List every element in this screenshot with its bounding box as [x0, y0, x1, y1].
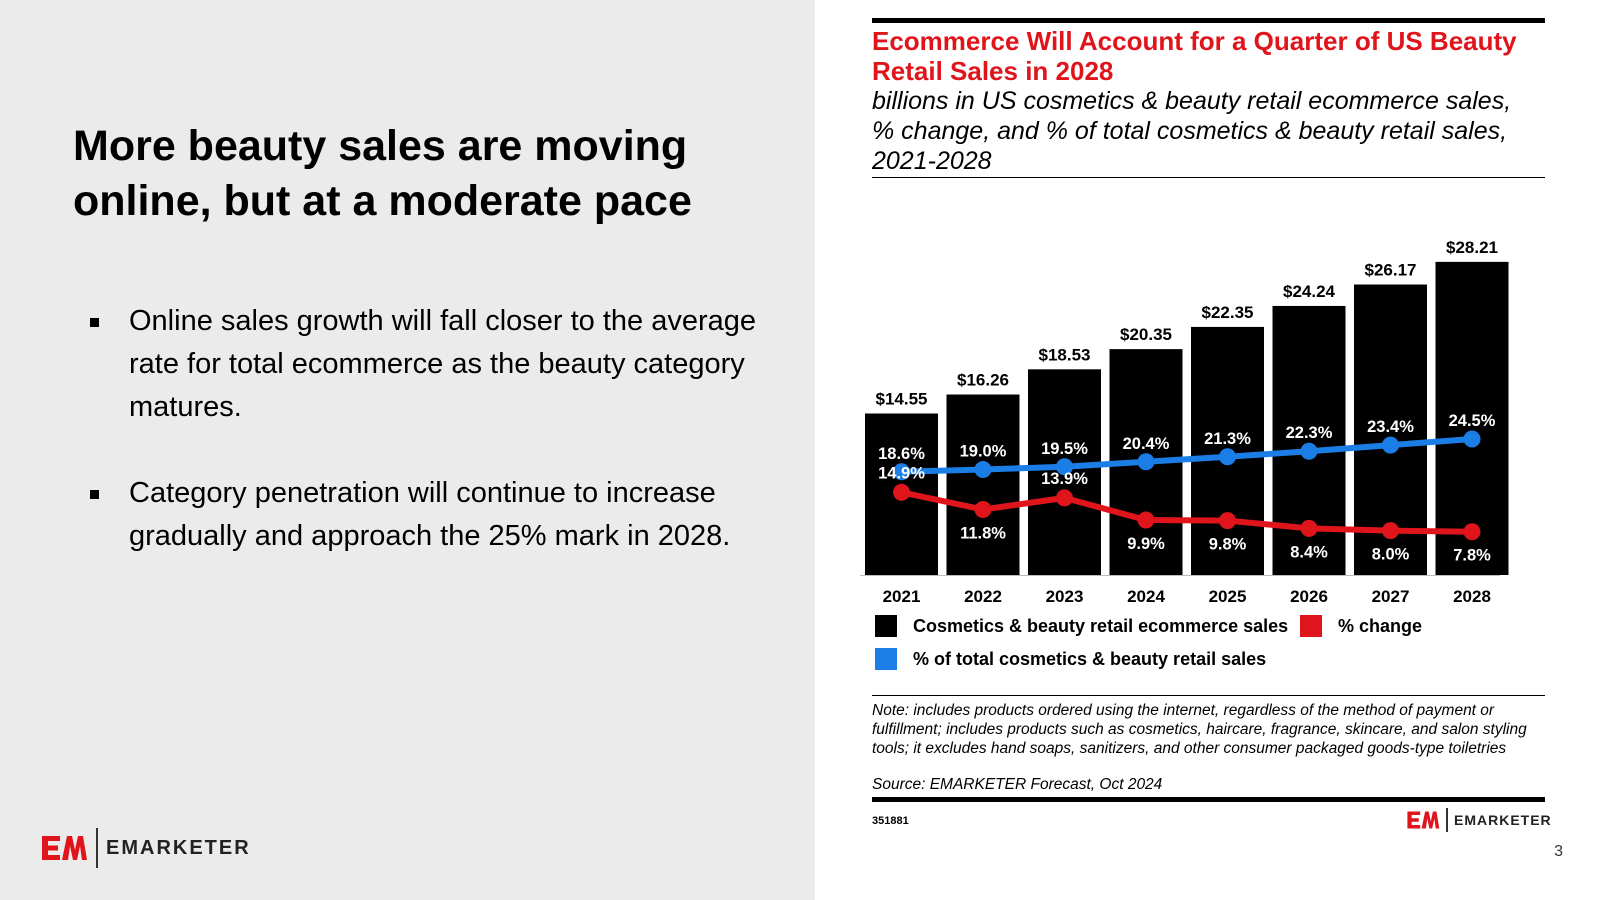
change-point-2024: [1137, 511, 1155, 529]
change-point-2026: [1300, 519, 1318, 537]
chart-subtitle-rule: [872, 177, 1545, 178]
chart-top-rule: [872, 18, 1545, 23]
x-tick-label-2028: 2028: [1453, 587, 1491, 606]
em-logo-mark-small: [1407, 811, 1440, 829]
bar-label-2024: $20.35: [1120, 325, 1172, 344]
share-point-2027: [1382, 436, 1399, 454]
share-label-2022: 19.0%: [960, 443, 1007, 461]
x-tick-label-2024: 2024: [1127, 587, 1165, 606]
page-number: 3: [1554, 843, 1563, 860]
share-point-2022: [974, 461, 992, 479]
x-tick-label-2023: 2023: [1046, 587, 1084, 606]
logo-wordmark: EMARKETER: [106, 836, 251, 859]
share-point-2026: [1300, 442, 1318, 460]
left-panel: [0, 0, 815, 900]
change-point-2022: [974, 501, 992, 519]
legend-label-sales: Cosmetics & beauty retail ecommerce sale…: [913, 615, 1289, 636]
x-tick-label-2025: 2025: [1209, 587, 1247, 606]
change-point-2021: [893, 483, 910, 501]
bar-2022: [946, 394, 1020, 575]
chart-source: Source: EMARKETER Forecast, Oct 2024: [872, 776, 1163, 793]
bar-label-2027: $26.17: [1365, 261, 1417, 280]
change-label-2027: 8.0%: [1372, 546, 1410, 564]
change-label-2023: 13.9%: [1041, 470, 1088, 488]
share-label-2025: 21.3%: [1204, 430, 1251, 448]
chart-bottom-rule: [872, 797, 1545, 802]
em-logo-mark: EM: [42, 836, 87, 860]
change-line: [900, 489, 1473, 535]
legend-item-change: % change: [1300, 615, 1422, 637]
bar-2028: [1435, 261, 1509, 575]
legend-item-sales: Cosmetics & beauty retail ecommerce sale…: [875, 615, 1288, 637]
logo-wordmark-small: EMARKETER: [1454, 812, 1552, 828]
legend-label-share: % of total cosmetics & beauty retail sal…: [913, 648, 1267, 669]
chart-title: Ecommerce Will Account for a Quarter of …: [872, 26, 1517, 86]
legend-swatch-change: [1300, 615, 1322, 637]
share-label-2023: 19.5%: [1041, 440, 1088, 458]
change-point-2027: [1382, 522, 1399, 540]
bullet-item: Category penetration will continue to in…: [88, 472, 788, 558]
change-label-2026: 8.4%: [1290, 543, 1328, 561]
bullet-item: Online sales growth will fall closer to …: [88, 300, 788, 429]
share-point-2028: [1463, 430, 1481, 448]
bar-label-2025: $22.35: [1202, 303, 1254, 322]
chart-subtitle: billions in US cosmetics & beauty retail…: [872, 87, 1512, 175]
logo-divider: [96, 828, 98, 868]
bullet-list: Online sales growth will fall closer to …: [88, 300, 788, 601]
share-label-2024: 20.4%: [1123, 435, 1170, 453]
share-point-2021: [893, 463, 910, 481]
note-rule: [872, 695, 1545, 696]
legend-swatch-share: [875, 648, 897, 670]
logo-divider-small: [1446, 808, 1448, 832]
share-point-2024: [1137, 453, 1155, 471]
chart-plot: $14.55 $16.26 $18.53 $20.35 $22.35 $24.24 $26.…: [860, 238, 1509, 606]
change-label-2025: 9.8%: [1209, 536, 1247, 554]
bullet-text: Online sales growth will fall closer to …: [129, 305, 757, 423]
share-label-2021: 18.6%: [878, 445, 925, 463]
chart-id: 351881: [872, 815, 909, 827]
square-bullet-icon: [90, 318, 99, 327]
bullet-text: Category penetration will continue to in…: [129, 477, 731, 552]
bar-label-2021: $14.55: [876, 389, 928, 408]
change-point-2028: [1463, 523, 1481, 541]
bar-label-2022: $16.26: [957, 371, 1009, 390]
x-tick-label-2022: 2022: [964, 587, 1002, 606]
change-label-2024: 9.9%: [1127, 535, 1165, 553]
bar-label-2028: $28.21: [1446, 238, 1498, 257]
chart-note: Note: includes products ordered using th…: [872, 702, 1527, 757]
share-label-2026: 22.3%: [1286, 424, 1333, 442]
share-point-2025: [1219, 448, 1236, 466]
legend-label-change: % change: [1338, 615, 1423, 636]
change-label-2028: 7.8%: [1453, 547, 1491, 565]
share-label-2028: 24.5%: [1449, 412, 1496, 430]
bar-label-2026: $24.24: [1283, 282, 1336, 301]
x-tick-label-2027: 2027: [1372, 587, 1410, 606]
share-label-2027: 23.4%: [1367, 418, 1414, 436]
slide-heading: More beauty sales are moving online, but…: [73, 122, 692, 225]
square-bullet-icon: [90, 490, 99, 499]
change-label-2021: 14.9%: [878, 464, 925, 482]
x-tick-label-2021: 2021: [883, 587, 921, 606]
change-point-2023: [1056, 489, 1073, 507]
x-tick-label-2026: 2026: [1290, 587, 1328, 606]
share-point-2023: [1056, 458, 1073, 476]
change-point-2025: [1219, 512, 1236, 530]
emarketer-logo: EM EMARKETER: [40, 828, 251, 868]
share-line: [901, 436, 1473, 475]
bar-label-2023: $18.53: [1039, 345, 1091, 364]
change-label-2022: 11.8%: [960, 525, 1006, 543]
legend-swatch-sales: [875, 615, 897, 637]
emarketer-logo-small: EMARKETER: [1406, 808, 1552, 832]
legend-item-share: % of total cosmetics & beauty retail sal…: [875, 648, 1266, 670]
